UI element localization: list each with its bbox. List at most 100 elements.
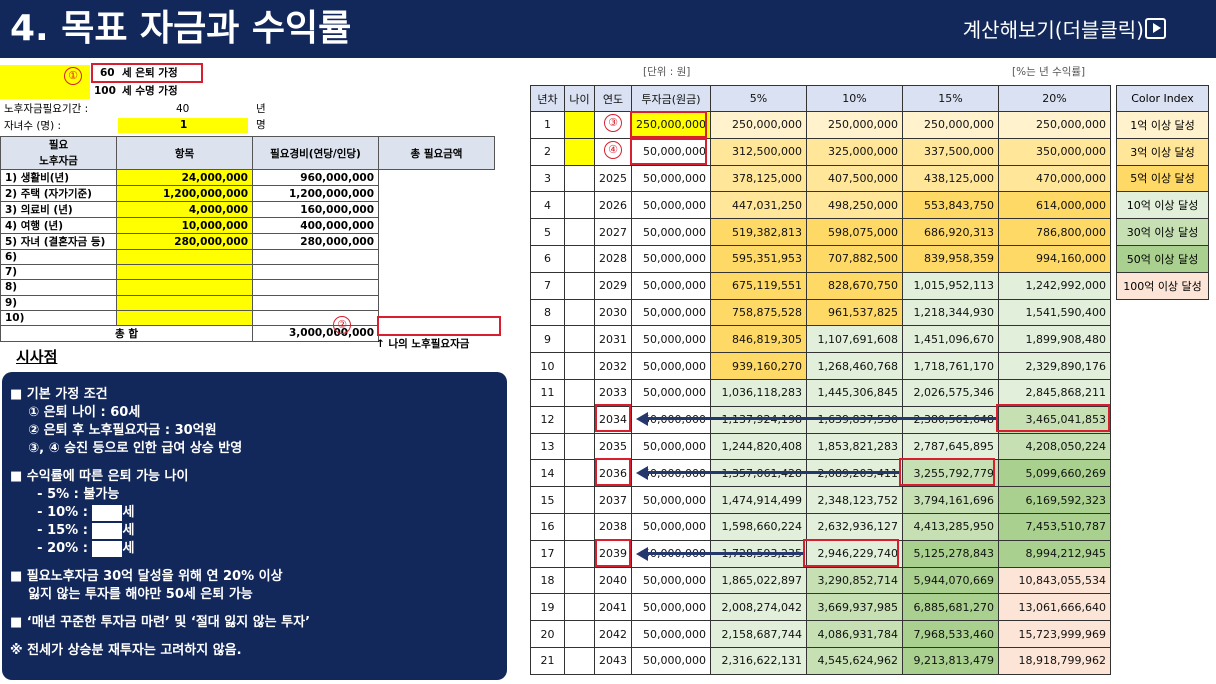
age [564, 378, 595, 407]
year-num: 6 [530, 244, 565, 273]
insight-gap [10, 558, 499, 568]
value-20: 350,000,000 [997, 137, 1111, 166]
table-row: 7 2029 50,000,000 675,119,551 828,670,750 1,0… [530, 271, 1111, 300]
value-20: 1,541,590,400 [997, 298, 1111, 327]
table-row: 5 2027 50,000,000 519,382,813 598,075,000 686… [530, 218, 1111, 246]
needs-sum-row: 총 합 3,000,000,000 [0, 324, 495, 342]
children-unit: 명 [256, 119, 266, 131]
value-5: 2,316,622,131 [709, 646, 807, 675]
value-15: 250,000,000 [901, 111, 999, 139]
arrow-left-icon [636, 546, 648, 561]
insight-line: ② 은퇴 후 노후필요자금 : 30억원 [10, 422, 499, 440]
col-header: 연도 [594, 85, 632, 112]
col-header: 5% [709, 85, 807, 112]
play-icon[interactable] [1145, 18, 1166, 39]
value-5: 1,036,118,283 [709, 378, 807, 407]
needs-side-line-1: 필요 [48, 139, 69, 151]
year: 2042 [594, 620, 632, 648]
answer-mask [92, 540, 123, 557]
col-item: 항목 [116, 136, 253, 170]
value-10: 4,545,624,962 [805, 646, 903, 675]
value-5: 1,865,022,897 [709, 566, 807, 595]
value-10: 2,348,123,752 [805, 486, 903, 514]
needs-total: 280,000,000 [252, 233, 379, 250]
value-10: 325,000,000 [805, 137, 903, 166]
needs-item: 5) 자녀 (결혼자금 등) [0, 233, 117, 250]
period-label: 노후자금필요기간 : [4, 103, 89, 115]
period-unit: 년 [256, 103, 266, 115]
col-total: 총 필요금액 [378, 136, 495, 170]
color-index-item: 10억 이상 달성 [1116, 191, 1209, 220]
needs-item: 8) [0, 279, 117, 296]
unit-note: [단위 : 원] [643, 66, 691, 78]
year: 2039 [594, 539, 632, 568]
value-10: 828,670,750 [805, 271, 903, 300]
sum-highlight-box [377, 316, 501, 336]
color-index-row: 3억 이상 달성 [1116, 137, 1209, 166]
arrow-2039 [646, 552, 803, 555]
value-15: 5,125,278,843 [901, 539, 999, 568]
needs-cost[interactable] [116, 264, 253, 281]
value-15: 2,026,575,346 [901, 378, 999, 407]
year: 2026 [594, 191, 632, 220]
children-value: 1 [180, 119, 188, 131]
needs-cost[interactable]: 10,000,000 [116, 217, 253, 234]
age [564, 459, 595, 488]
needs-cost[interactable]: 4,000,000 [116, 201, 253, 218]
calculate-link[interactable]: 계산해보기(더블클릭) [962, 18, 1144, 42]
value-20: 18,918,799,962 [997, 646, 1111, 675]
needs-side-label: 필요 노후자금 [0, 136, 117, 170]
principal: 50,000,000 [631, 271, 711, 300]
life-age[interactable]: 100 [94, 85, 116, 97]
value-15: 1,718,761,170 [901, 352, 999, 380]
age [564, 566, 595, 595]
value-20: 10,843,055,534 [997, 566, 1111, 595]
insight-text: ③, ④ 승진 등으로 인한 급여 상승 반영 [10, 441, 243, 456]
needs-cost[interactable] [116, 294, 253, 311]
age [564, 111, 595, 139]
retire-age[interactable]: 60 [100, 67, 115, 79]
insight-line: - 15% : 세 [10, 522, 499, 540]
needs-cost[interactable] [116, 279, 253, 296]
value-10: 1,853,821,283 [805, 432, 903, 461]
children-input-cell[interactable] [118, 118, 248, 133]
value-10: 250,000,000 [805, 111, 903, 139]
age [564, 486, 595, 514]
insight-text: - 10% : [10, 505, 93, 520]
col-header: 10% [805, 85, 903, 112]
value-5: 447,031,250 [709, 191, 807, 220]
children-label: 자녀수 (명) : [4, 120, 62, 132]
table-row: 16 2038 50,000,000 1,598,660,224 2,632,936,1… [530, 512, 1111, 541]
year-num: 9 [530, 325, 565, 354]
table-row: 9 2031 50,000,000 846,819,305 1,107,691,608 1… [530, 325, 1111, 354]
year: 2033 [594, 378, 632, 407]
color-index-row: 1억 이상 달성 [1116, 111, 1209, 139]
needs-cost[interactable]: 24,000,000 [116, 169, 253, 186]
year: 2030 [594, 298, 632, 327]
year: 2043 [594, 646, 632, 675]
value-20: 6,169,592,323 [997, 486, 1111, 514]
insight-suffix: 세 [122, 505, 135, 520]
value-5: 758,875,528 [709, 298, 807, 327]
needs-cost[interactable] [116, 309, 253, 326]
principal: 50,000,000 [631, 486, 711, 514]
value-5: 519,382,813 [709, 218, 807, 246]
principal: 50,000,000 [631, 646, 711, 675]
year: 2031 [594, 325, 632, 354]
needs-cost[interactable]: 280,000,000 [116, 233, 253, 250]
insight-line: ※ 전세가 상승분 재투자는 고려하지 않음. [10, 642, 499, 660]
needs-cost[interactable]: 1,200,000,000 [116, 185, 253, 202]
year: 2040 [594, 566, 632, 595]
needs-row: 7) [0, 264, 495, 281]
table-row: 18 2040 50,000,000 1,865,022,897 3,290,852,7… [530, 566, 1111, 595]
value-10: 1,445,306,845 [805, 378, 903, 407]
value-5: 1,474,914,499 [709, 486, 807, 514]
needs-row: 5) 자녀 (결혼자금 등) 280,000,000 280,000,000 [0, 233, 495, 250]
insight-line: ■ 수익률에 따른 은퇴 가능 나이 [10, 468, 499, 486]
year-num: 15 [530, 486, 565, 514]
age [564, 646, 595, 675]
principal: 50,000,000 [631, 566, 711, 595]
color-index-item: 30억 이상 달성 [1116, 218, 1209, 246]
sum-note: ↑ 나의 노후필요자금 [376, 338, 470, 350]
needs-cost[interactable] [116, 248, 253, 266]
